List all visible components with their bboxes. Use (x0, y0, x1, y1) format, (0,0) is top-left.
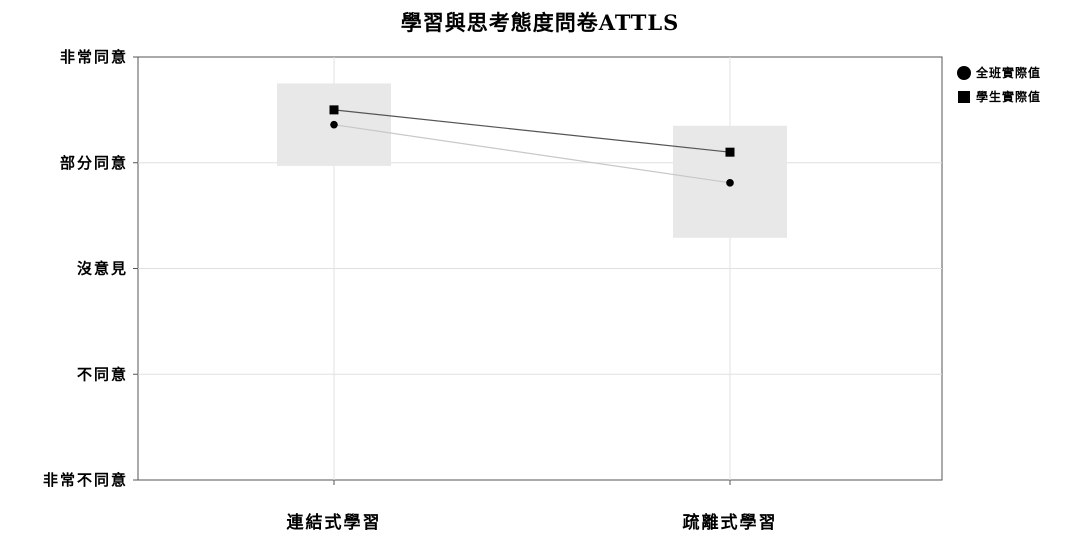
legend-square-marker (958, 91, 970, 103)
legend-label: 學生實際值 (976, 89, 1041, 104)
y-tick-label: 不同意 (77, 365, 128, 383)
x-tick-label: 疏離式學習 (683, 512, 778, 533)
y-tick-label: 非常同意 (60, 48, 128, 66)
y-tick-label: 部分同意 (60, 154, 128, 172)
data-point-square (725, 147, 735, 157)
data-point-circle (330, 120, 338, 129)
series-line (333, 109, 731, 153)
series-line (333, 124, 731, 184)
y-tick-label: 沒意見 (77, 260, 128, 278)
data-point-circle (726, 179, 734, 187)
chart-title: 學習與思考態度問卷ATTLS (401, 10, 680, 35)
y-tick-label: 非常不同意 (43, 471, 128, 489)
legend-circle-marker (957, 66, 971, 80)
x-tick-label: 連結式學習 (287, 512, 382, 533)
data-point-square (329, 105, 339, 115)
legend-label: 全班實際值 (975, 65, 1041, 80)
